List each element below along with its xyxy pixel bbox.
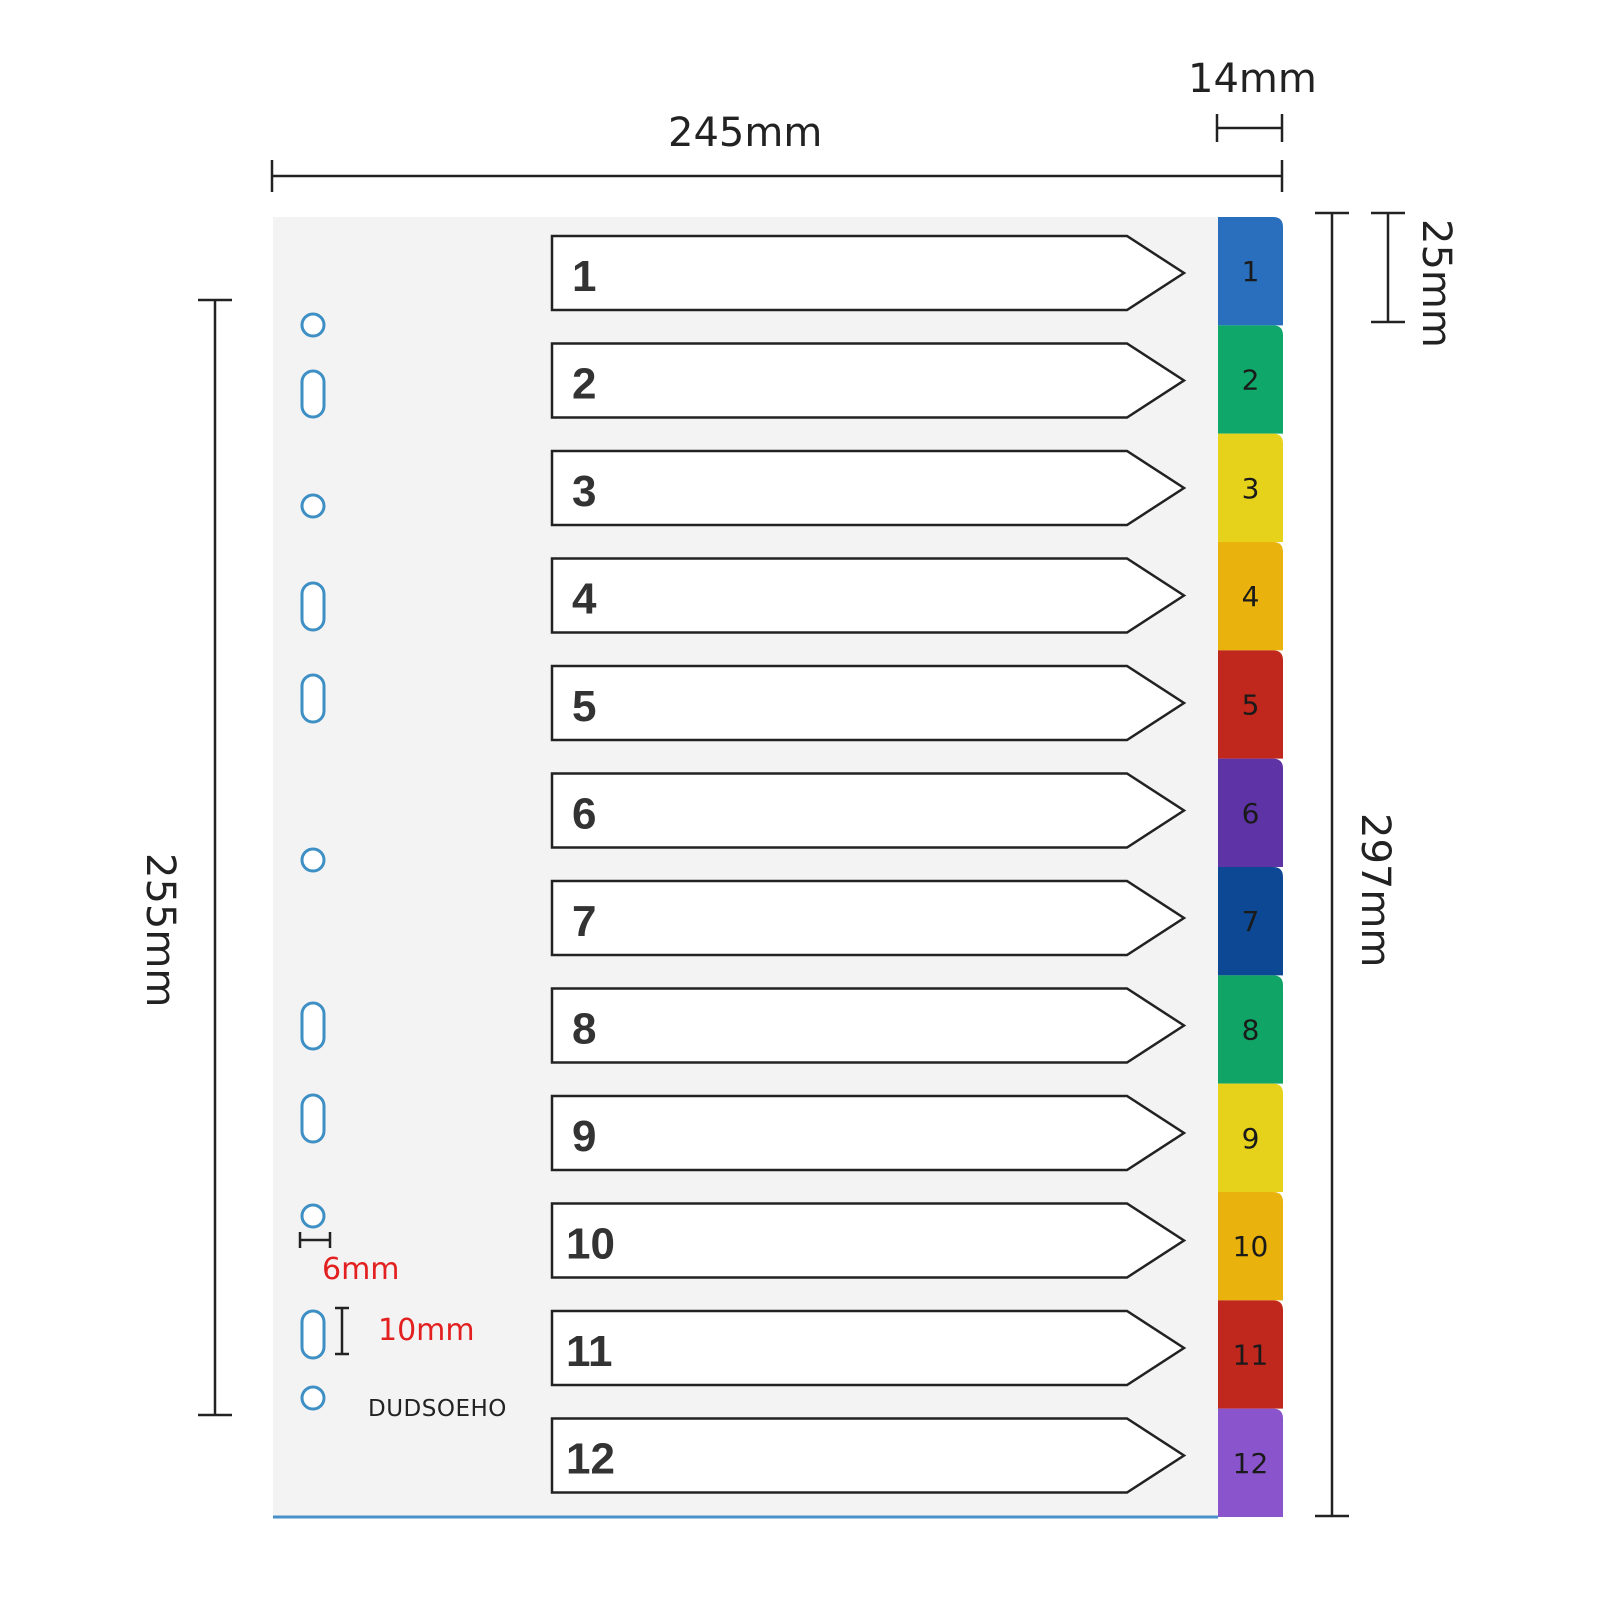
slot-punch-hole bbox=[300, 1093, 326, 1144]
arrow-label-box bbox=[550, 772, 1187, 849]
round-punch-hole bbox=[300, 847, 326, 873]
slot-punch-hole bbox=[300, 1309, 326, 1360]
tab-height-label: 25mm bbox=[1413, 219, 1459, 348]
arrow-label-box bbox=[550, 1202, 1187, 1279]
round-punch-hole bbox=[300, 312, 326, 338]
colored-tab bbox=[1218, 1408, 1283, 1517]
arrow-label-box bbox=[550, 1094, 1187, 1172]
tab-width-label: 14mm bbox=[1188, 56, 1317, 102]
slot-punch-hole bbox=[300, 369, 326, 419]
colored-tab bbox=[1218, 433, 1283, 542]
tab-number: 11 bbox=[1233, 1339, 1269, 1372]
tab-number: 9 bbox=[1242, 1122, 1260, 1155]
tab-number: 2 bbox=[1242, 364, 1260, 397]
slot-punch-hole bbox=[300, 1001, 326, 1051]
arrow-label-box bbox=[550, 342, 1187, 419]
arrow-label-box bbox=[550, 557, 1187, 634]
colored-tab bbox=[1218, 325, 1283, 434]
arrow-label-number: 9 bbox=[572, 1112, 596, 1161]
round-punch-hole bbox=[300, 1385, 326, 1411]
tab-number: 3 bbox=[1242, 472, 1260, 505]
arrow-label-number: 10 bbox=[566, 1220, 615, 1269]
dimension-lines bbox=[198, 114, 1405, 1518]
arrow-label-box bbox=[550, 879, 1187, 957]
colored-tab bbox=[1218, 1300, 1283, 1409]
arrow-label-number: 3 bbox=[572, 467, 596, 516]
tab-number: 7 bbox=[1242, 905, 1260, 938]
arrow-label-number: 1 bbox=[572, 252, 596, 301]
slot-punch-hole bbox=[300, 581, 326, 632]
slot-punch-hole bbox=[300, 673, 326, 724]
slot-height-label: 10mm bbox=[378, 1313, 475, 1348]
round-punch-hole bbox=[300, 1203, 326, 1229]
arrow-label-box bbox=[550, 1309, 1187, 1387]
arrow-label-number: 7 bbox=[572, 897, 596, 946]
tab-number: 4 bbox=[1242, 580, 1260, 613]
tab-number: 12 bbox=[1233, 1447, 1269, 1480]
colored-tab bbox=[1218, 975, 1283, 1084]
colored-tab bbox=[1218, 217, 1283, 326]
divider-sheet bbox=[273, 217, 1218, 1517]
tab-number: 10 bbox=[1233, 1230, 1269, 1263]
tab-number: 8 bbox=[1242, 1014, 1260, 1047]
arrow-label-number: 4 bbox=[572, 575, 597, 624]
width-label: 245mm bbox=[668, 110, 823, 156]
arrow-label-box bbox=[550, 1417, 1187, 1494]
colored-tab bbox=[1218, 758, 1283, 867]
colored-tab bbox=[1218, 867, 1283, 976]
arrow-label-number: 12 bbox=[566, 1435, 615, 1484]
hole-span-label: 255mm bbox=[137, 853, 183, 1008]
arrow-label-box bbox=[550, 234, 1187, 312]
round-punch-hole bbox=[300, 493, 326, 519]
hole-diameter-label: 6mm bbox=[322, 1252, 400, 1287]
arrow-label-box bbox=[550, 987, 1187, 1064]
arrow-label-box bbox=[550, 449, 1187, 527]
height-label: 297mm bbox=[1352, 813, 1398, 968]
arrow-label-number: 11 bbox=[566, 1327, 613, 1376]
colored-tab bbox=[1218, 542, 1283, 651]
arrow-label-number: 2 bbox=[572, 360, 596, 409]
arrow-label-number: 8 bbox=[572, 1005, 596, 1054]
tab-number: 6 bbox=[1242, 797, 1260, 830]
arrow-label-box bbox=[550, 664, 1187, 742]
tab-number: 1 bbox=[1242, 255, 1260, 288]
colored-tab bbox=[1218, 650, 1283, 759]
colored-tab bbox=[1218, 1192, 1283, 1301]
arrow-label-number: 6 bbox=[572, 790, 596, 839]
arrow-label-number: 5 bbox=[572, 682, 596, 731]
brand-label: DUDSOEHO bbox=[368, 1396, 507, 1422]
tab-number: 5 bbox=[1242, 689, 1260, 722]
colored-tab bbox=[1218, 1083, 1283, 1192]
